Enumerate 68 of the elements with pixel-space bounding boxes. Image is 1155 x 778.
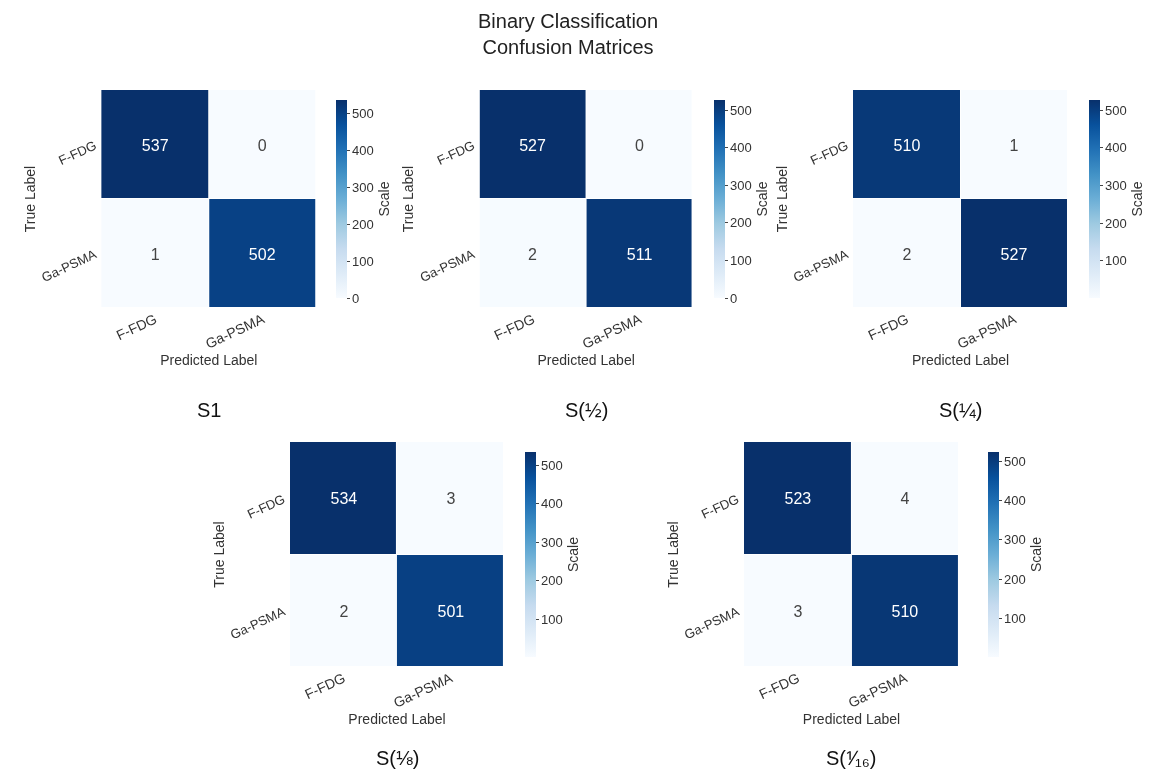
x-axis-title: Predicted Label bbox=[802, 710, 901, 727]
color-bar-label: 400 bbox=[1105, 140, 1127, 156]
color-bar-label: 300 bbox=[1004, 532, 1026, 548]
color-bar-label: 200 bbox=[730, 215, 752, 231]
color-bar-label: 400 bbox=[352, 143, 374, 159]
color-bar-title: Scale bbox=[564, 536, 581, 573]
y-axis-title: True Label bbox=[210, 521, 227, 588]
y-axis-title: True Label bbox=[400, 165, 417, 233]
data-label: 1 bbox=[150, 245, 160, 263]
x-axis-title: Predicted Label bbox=[911, 351, 1010, 368]
color-bar-label: 500 bbox=[352, 106, 374, 122]
data-label: 4 bbox=[900, 489, 910, 507]
data-label: 0 bbox=[257, 136, 267, 154]
y-axis-title: True Label bbox=[664, 521, 681, 588]
color-bar-label: 400 bbox=[730, 140, 752, 156]
y-axis-title: True Label bbox=[773, 165, 790, 233]
x-axis-title: Predicted Label bbox=[160, 351, 258, 368]
data-label: 2 bbox=[339, 602, 349, 620]
text: S(½) bbox=[565, 399, 609, 421]
color-bar-label: 300 bbox=[352, 179, 374, 195]
color-bar-label: 400 bbox=[541, 496, 563, 512]
data-label: 501 bbox=[437, 602, 465, 620]
color-bar-label: 200 bbox=[1105, 215, 1127, 231]
chart-title: Binary Classification Confusion Matrices bbox=[478, 10, 659, 58]
color-bar-label: 500 bbox=[1004, 453, 1026, 469]
color-bar-label: 100 bbox=[730, 252, 752, 268]
color-bar-label: 400 bbox=[1004, 493, 1026, 509]
data-label: 2 bbox=[528, 245, 538, 263]
x-axis-title: Predicted Label bbox=[537, 351, 635, 368]
color-bar-label: 300 bbox=[730, 177, 752, 193]
data-label: 0 bbox=[635, 136, 645, 154]
data-label: 510 bbox=[893, 136, 921, 154]
data-label: 502 bbox=[248, 245, 276, 263]
color-bar-title: Scale bbox=[375, 181, 392, 217]
data-label: 3 bbox=[793, 602, 803, 620]
text: S1 bbox=[197, 399, 222, 421]
color-bar-label: 0 bbox=[352, 290, 360, 306]
data-label: 2 bbox=[902, 245, 912, 263]
data-label: 3 bbox=[446, 489, 456, 507]
color-bar-label: 300 bbox=[1105, 178, 1127, 193]
color-bar-label: 100 bbox=[352, 253, 374, 269]
color-bar-title: Scale bbox=[1128, 181, 1145, 217]
color-bar-label: 500 bbox=[730, 102, 752, 118]
color-bar-label: 200 bbox=[352, 216, 374, 232]
data-label: 1 bbox=[1009, 136, 1019, 154]
data-label: 534 bbox=[330, 489, 358, 507]
color-bar-label: 100 bbox=[1105, 253, 1127, 269]
text: S(⅛) bbox=[376, 747, 420, 769]
color-bar-label: 200 bbox=[1004, 571, 1026, 587]
color-bar-label: 100 bbox=[1004, 611, 1026, 627]
data-label: 527 bbox=[519, 136, 546, 154]
data-label: 523 bbox=[784, 489, 812, 507]
color-bar-label: 300 bbox=[541, 534, 563, 550]
color-bar-label: 100 bbox=[541, 611, 563, 627]
color-bar-title: Scale bbox=[753, 181, 770, 217]
color-bar-title: Scale bbox=[1027, 536, 1044, 573]
color-bar-label: 500 bbox=[1105, 102, 1127, 118]
color-bar-label: 0 bbox=[730, 290, 738, 306]
y-axis-title: True Label bbox=[21, 165, 38, 233]
data-label: 527 bbox=[1000, 245, 1028, 263]
data-label: 511 bbox=[626, 245, 653, 263]
data-label: 510 bbox=[891, 602, 919, 620]
text: S(⅟₁₆) bbox=[826, 747, 877, 769]
text: S(¼) bbox=[939, 399, 983, 421]
data-label: 537 bbox=[141, 136, 169, 154]
color-bar-label: 500 bbox=[541, 457, 563, 473]
color-bar-label: 200 bbox=[541, 573, 563, 589]
x-axis-title: Predicted Label bbox=[348, 710, 446, 727]
